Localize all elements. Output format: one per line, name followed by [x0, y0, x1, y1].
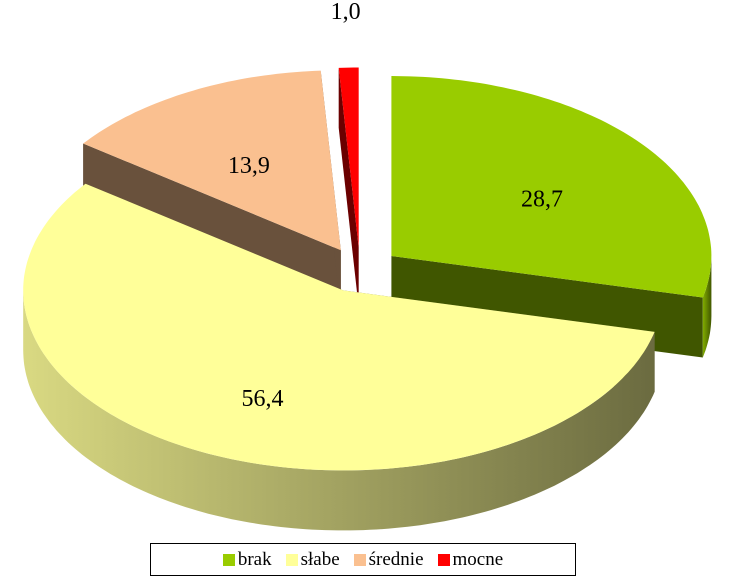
value-label: 13,9: [228, 153, 270, 179]
legend-item: średnie: [353, 548, 424, 571]
value-label: 56,4: [242, 386, 284, 412]
slice: [338, 67, 359, 248]
value-label: 28,7: [521, 187, 563, 213]
legend-item: słabe: [285, 548, 340, 571]
value-label: 1,0: [331, 0, 361, 25]
slice-wall: [23, 290, 655, 531]
slice-wall: [702, 256, 712, 358]
legend-swatch: [285, 553, 298, 566]
chart: 28,7 56,4 13,9 1,0: [23, 0, 712, 531]
legend-item: brak: [222, 548, 272, 571]
legend-swatch: [437, 553, 450, 566]
slice: [23, 183, 655, 471]
legend-item: mocne: [437, 548, 504, 571]
legend-label: brak: [237, 548, 272, 570]
legend-label: słabe: [300, 548, 340, 570]
legend-label: średnie: [368, 548, 424, 570]
slice: [83, 70, 341, 251]
legend-swatch: [222, 553, 235, 566]
legend: brak słabe średnie mocne: [150, 543, 576, 576]
legend-label: mocne: [452, 548, 504, 570]
slice: [391, 76, 712, 298]
legend-swatch: [353, 553, 366, 566]
slice-side: [338, 67, 359, 308]
